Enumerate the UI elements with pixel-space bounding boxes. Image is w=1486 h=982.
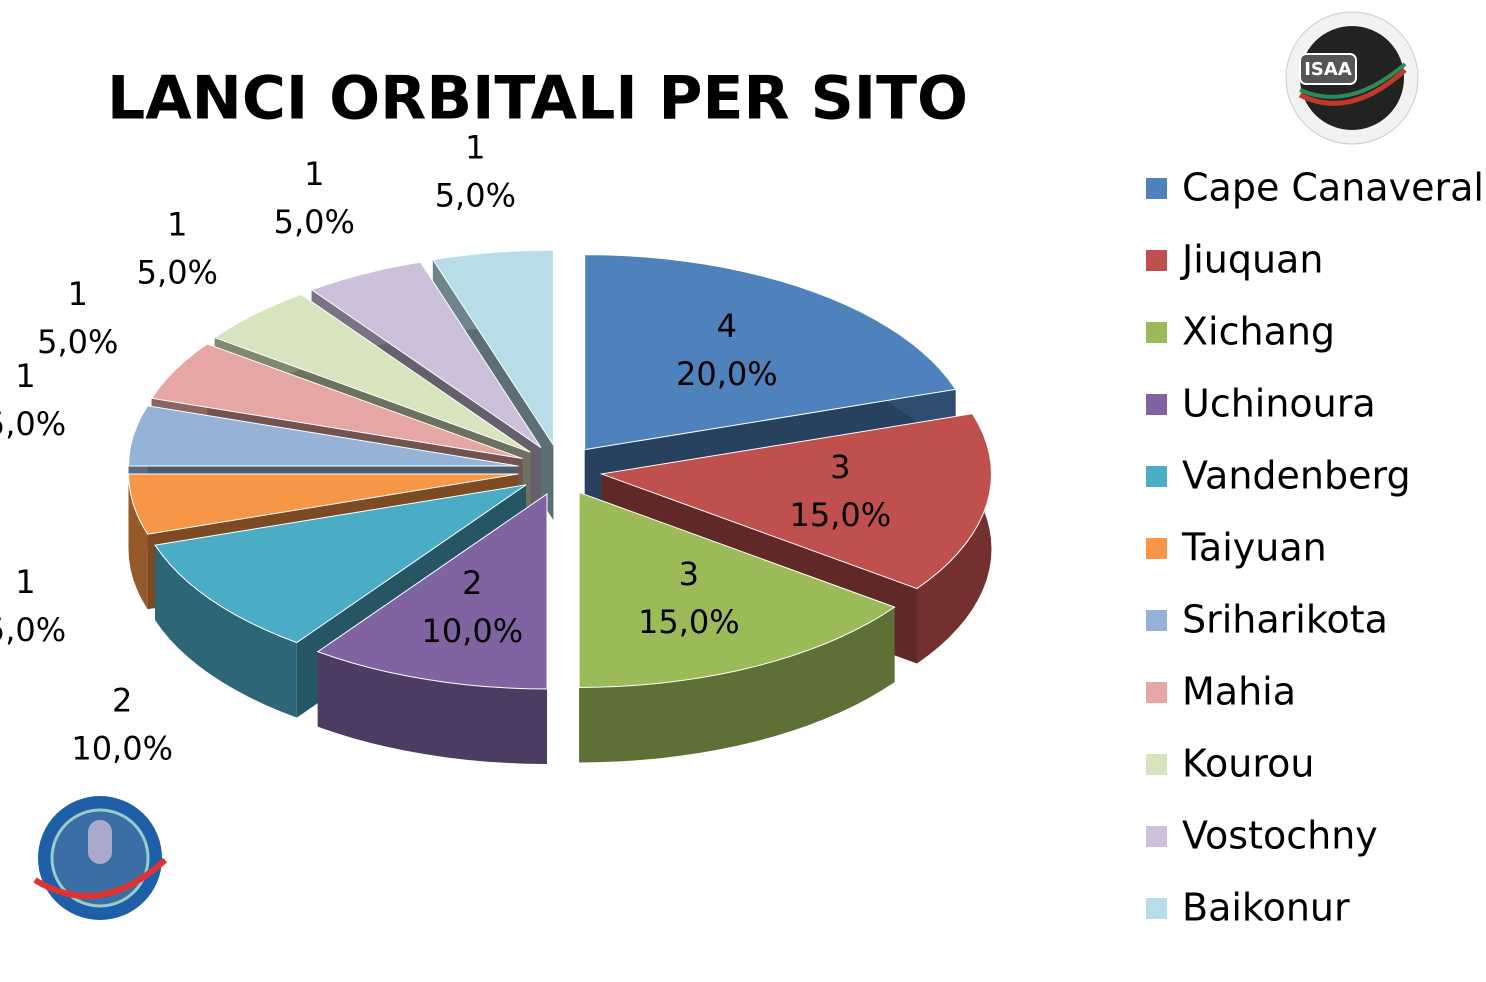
legend-label: Uchinoura [1182,382,1376,426]
data-label-percent: 5,0% [37,323,118,361]
slice-group [578,491,896,763]
logo-mic [88,820,112,864]
legend-swatch [1146,250,1167,271]
data-label-percent: 5,0% [274,203,355,241]
legend-swatch [1146,538,1167,559]
legend-swatch [1146,898,1167,919]
data-label-percent: 5,0% [137,254,218,292]
data-label-count: 2 [462,564,482,602]
data-label-percent: 5,0% [0,405,66,443]
data-label-count: 3 [679,555,699,593]
legend-swatch [1146,394,1167,415]
data-label-count: 3 [830,448,850,486]
logo-text: ISAA [1304,59,1352,80]
slice [432,249,554,447]
data-label-percent: 15,0% [789,496,891,534]
legend-label: Jiuquan [1180,238,1323,282]
logo-swoosh [1299,62,1407,99]
slice [150,343,523,460]
slice [127,473,519,535]
chart-title: LANCI ORBITALI PER SITO [107,64,968,134]
slice [316,493,548,690]
legend-swatch [1146,682,1167,703]
logo-badge [1299,53,1357,85]
logo-isaa: ISAA [1285,11,1419,145]
slice [127,405,519,467]
slice [584,254,957,451]
data-label-count: 1 [167,206,187,244]
data-label-count: 1 [68,275,88,313]
logo-swoosh [33,857,168,899]
data-label-count: 1 [15,357,35,395]
data-label-percent: 5,0% [0,611,66,649]
logo-swoosh [1298,68,1407,106]
data-label-percent: 5,0% [435,177,516,215]
legend-label: Mahia [1182,670,1296,714]
legend-swatch [1146,610,1167,631]
data-label-count: 1 [15,563,35,601]
legend-label: Kourou [1182,742,1314,786]
slice-side [579,607,895,763]
logo-radio [33,796,168,920]
slice [599,413,992,590]
legend-label: Baikonur [1182,886,1350,930]
slice-side [128,473,148,610]
legend-swatch [1146,178,1167,199]
legend-label: Xichang [1182,310,1335,354]
slice-side [317,651,548,764]
slice-group [316,493,548,764]
slice [310,261,542,448]
legend-label: Taiyuan [1181,526,1327,570]
slice-side [155,545,297,718]
legend-swatch [1146,754,1167,775]
legend-label: Vostochny [1182,814,1378,858]
slice [154,484,527,644]
data-label-percent: 10,0% [71,730,173,768]
legend-label: Sriharikota [1182,598,1388,642]
legend-swatch [1146,466,1167,487]
slice [578,491,896,688]
data-label-count: 2 [112,682,132,720]
slice [213,293,531,453]
data-label-count: 4 [717,307,737,345]
data-label-percent: 10,0% [421,612,523,650]
data-label-percent: 20,0% [676,355,778,393]
legend-label: Vandenberg [1182,454,1411,498]
legend-swatch [1146,826,1167,847]
data-label-percent: 15,0% [638,603,740,641]
legend-label: Cape Canaveral [1182,166,1484,210]
legend-swatch [1146,322,1167,343]
data-label-count: 1 [465,129,485,167]
data-label-count: 1 [304,155,324,193]
